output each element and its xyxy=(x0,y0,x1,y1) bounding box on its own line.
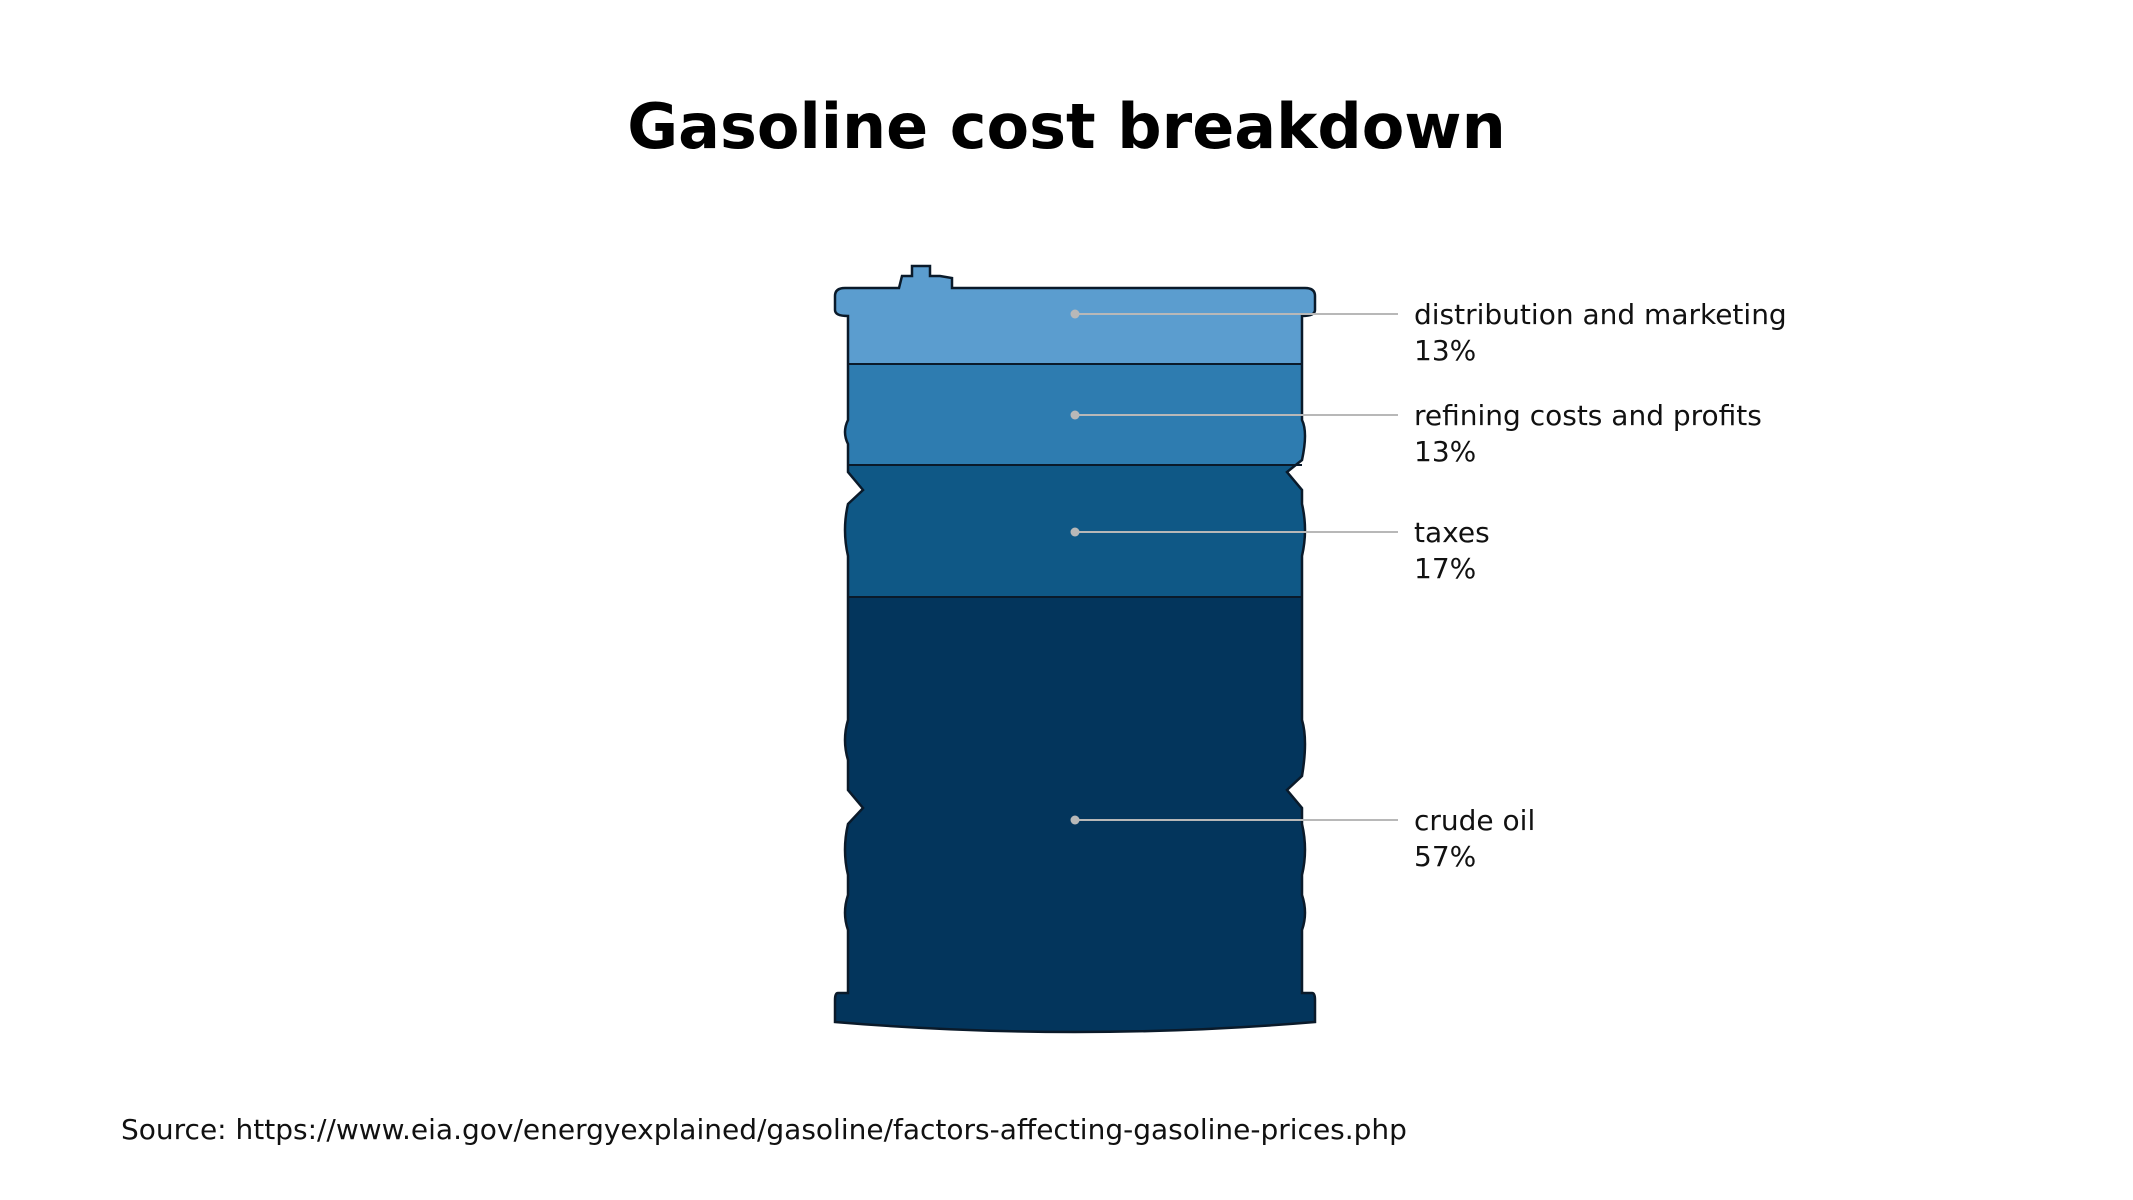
value-label: 13% xyxy=(1414,435,1476,468)
segment-crude-oil xyxy=(835,597,1315,1032)
leader-dot xyxy=(1070,527,1080,537)
leader-dot xyxy=(1070,815,1080,825)
barrel-segments xyxy=(835,266,1315,1032)
category-label: taxes xyxy=(1414,516,1490,549)
chart-title: Gasoline cost breakdown xyxy=(627,90,1506,163)
segment-dividers xyxy=(848,363,1302,598)
value-label: 17% xyxy=(1414,552,1476,585)
category-label: crude oil xyxy=(1414,804,1535,837)
leader-dot xyxy=(1070,309,1080,319)
value-label: 57% xyxy=(1414,840,1476,873)
leader-dot xyxy=(1070,410,1080,420)
barrel-outline xyxy=(833,264,1317,1034)
source-note: Source: https://www.eia.gov/energyexplai… xyxy=(121,1113,1407,1146)
category-label: distribution and marketing xyxy=(1414,298,1787,331)
category-label: refining costs and profits xyxy=(1414,399,1762,432)
value-label: 13% xyxy=(1414,334,1476,367)
